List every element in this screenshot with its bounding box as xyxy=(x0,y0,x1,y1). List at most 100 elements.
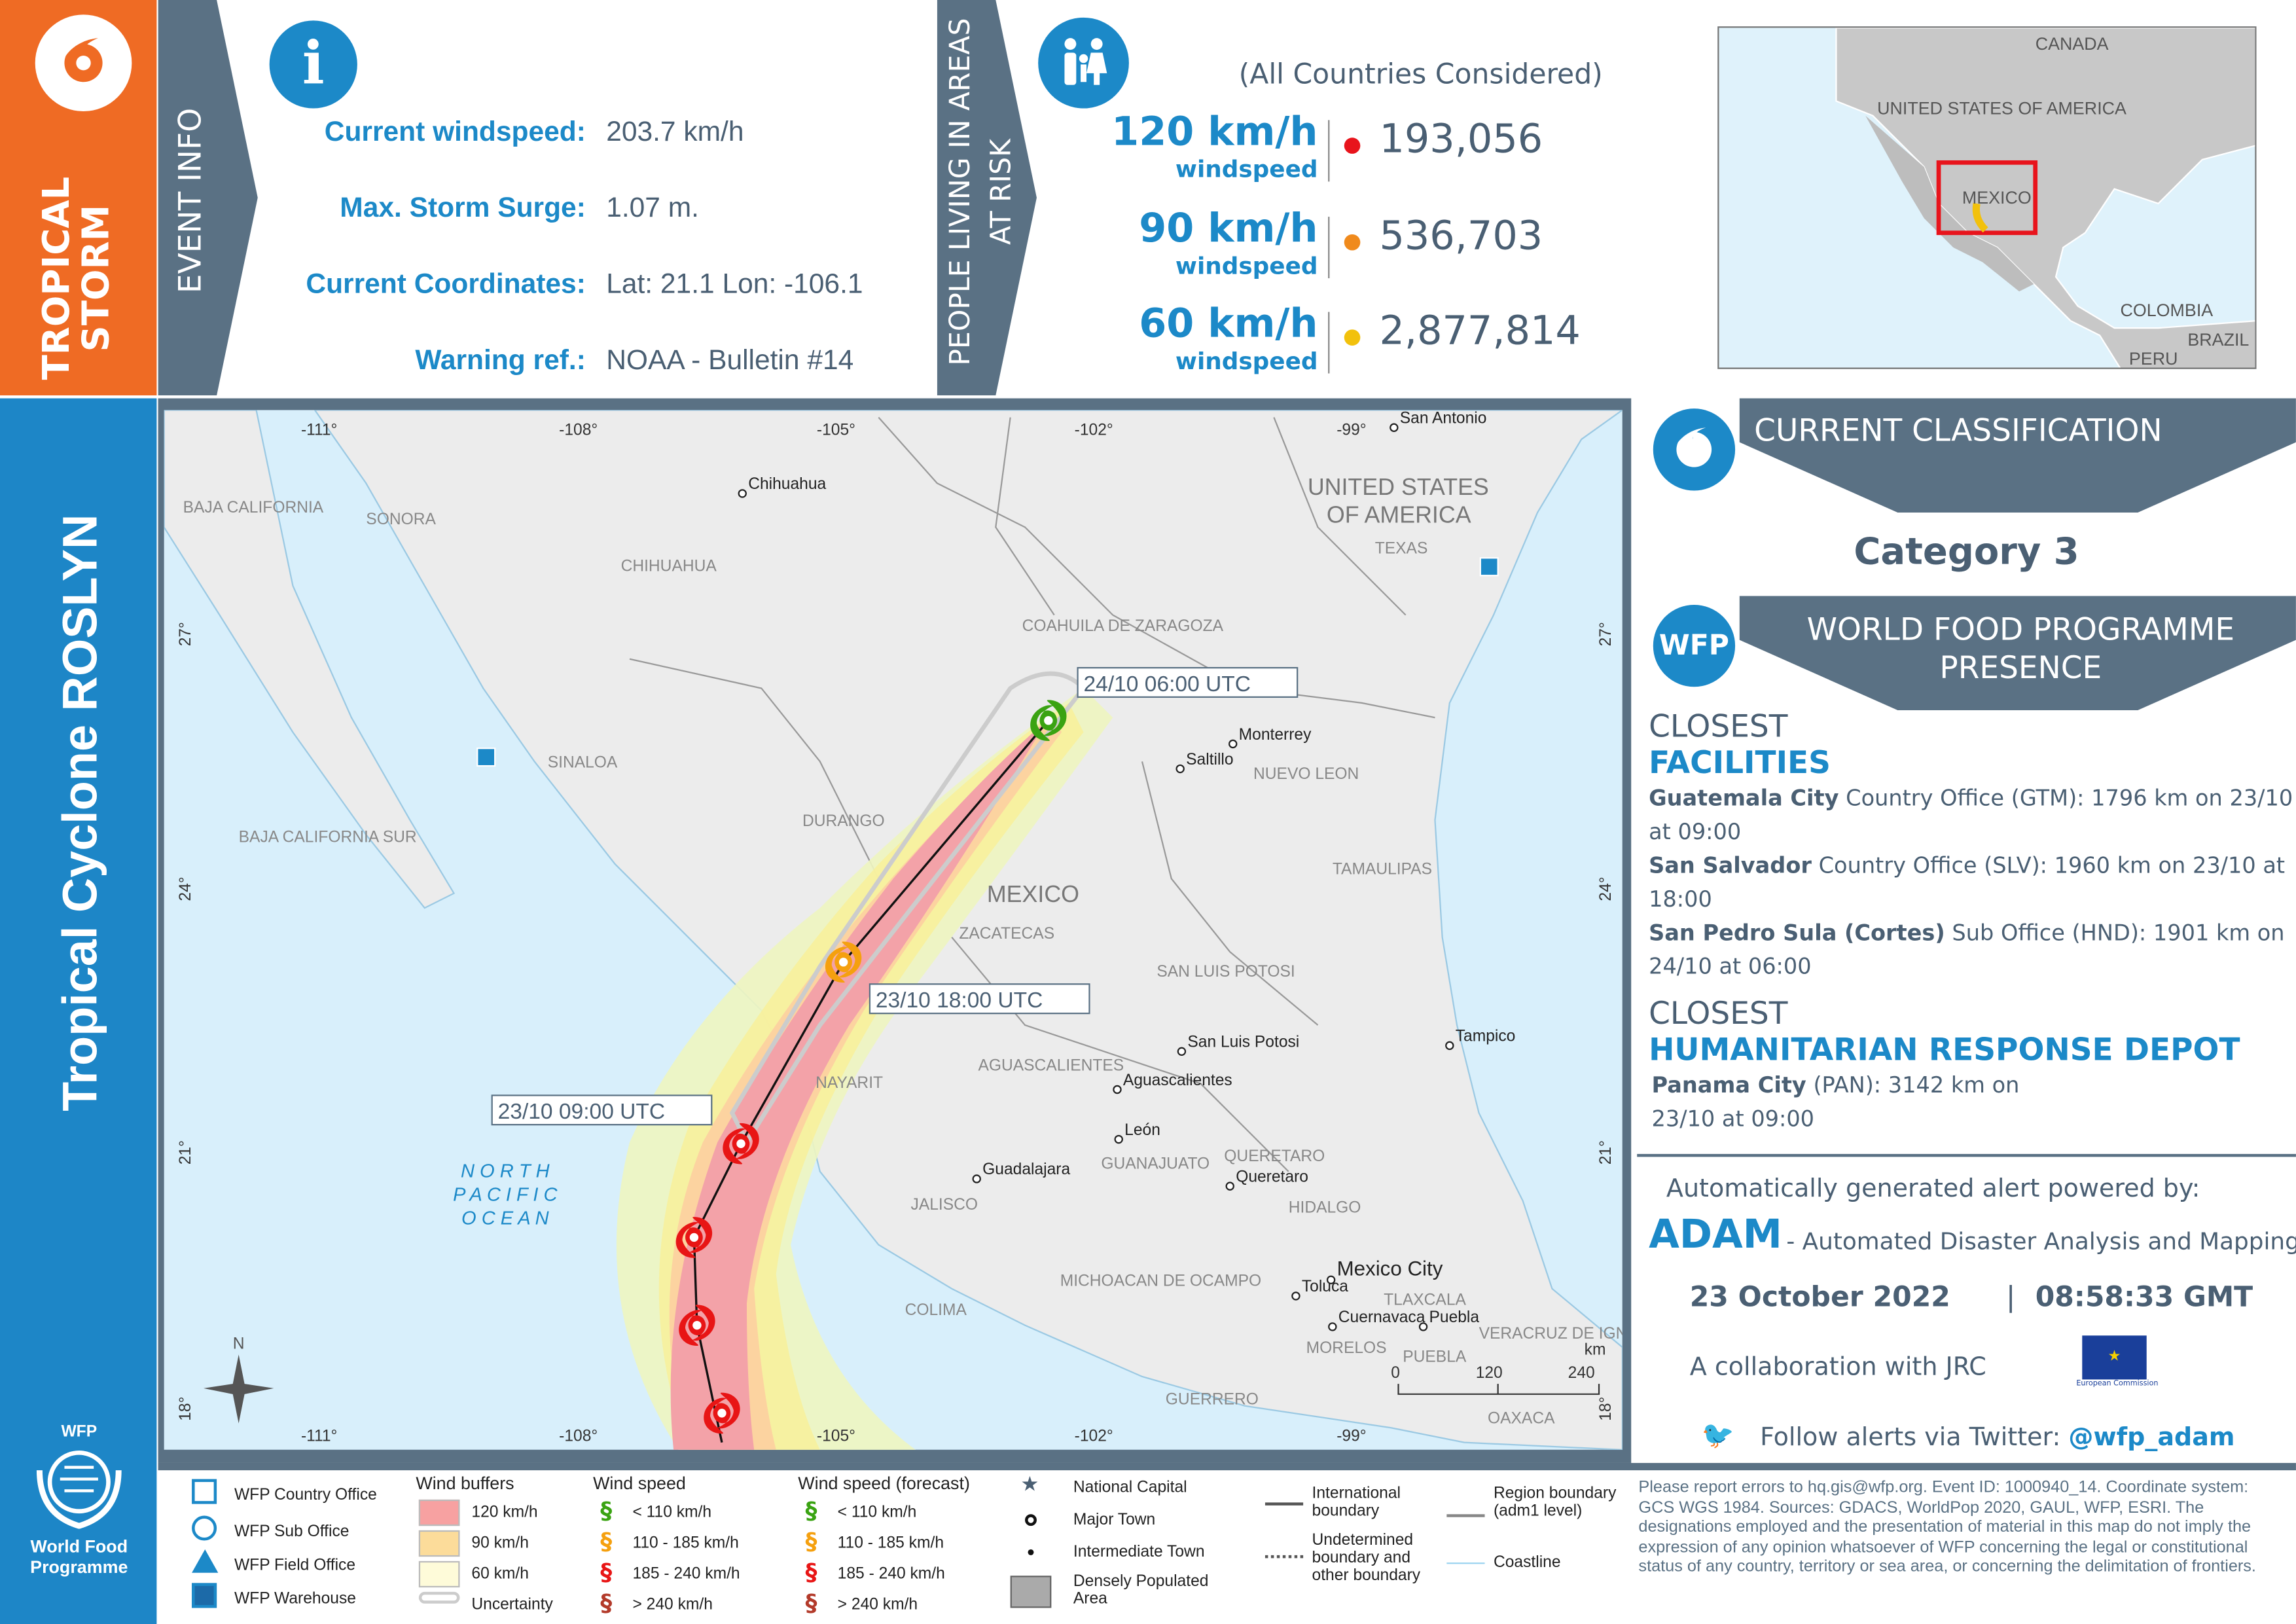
ocean-label: O C E A N xyxy=(461,1208,550,1229)
region-label: BAJA CALIFORNIA SUR xyxy=(239,828,417,846)
collab-text: A collaboration with JRC xyxy=(1689,1353,1986,1382)
country-office-icon xyxy=(192,1479,217,1504)
wfp-logo: WFP World Food Programme xyxy=(14,1424,143,1578)
wind-speed-label: 185 - 240 km/h xyxy=(837,1565,945,1583)
event-info-value-3: NOAA - Bulletin #14 xyxy=(606,345,854,376)
lon-tick: -105° xyxy=(817,421,855,439)
info-icon: i xyxy=(269,20,357,109)
place-label: Intermediate Town xyxy=(1073,1543,1205,1561)
twitter-text: Follow alerts via Twitter: @wfp_adam xyxy=(1760,1423,2235,1453)
city-label: Mexico City xyxy=(1337,1257,1443,1280)
event-info-value-1: 1.07 m. xyxy=(606,193,699,225)
city-label: Monterrey xyxy=(1239,726,1312,744)
twitter-icon: 🐦 xyxy=(1701,1420,1734,1452)
storm-position-icon[interactable] xyxy=(704,1392,740,1434)
event-info-label-3: Warning ref.: xyxy=(415,345,586,376)
scale-bar xyxy=(1397,1384,1600,1395)
baja-california xyxy=(164,410,456,909)
risk-dot-1 xyxy=(1344,234,1361,251)
region-label: TEXAS xyxy=(1375,540,1428,558)
city-marker xyxy=(1114,1134,1123,1144)
classification-value: Category 3 xyxy=(1854,530,2079,573)
facility-text: Country Office (GTM): 1796 km on 23/10 a… xyxy=(1649,785,2293,845)
inset-label-mexico: MEXICO xyxy=(1962,187,2032,208)
city-label: León xyxy=(1124,1121,1160,1139)
region-label: SAN LUIS POTOSI xyxy=(1157,963,1295,981)
inset-label-colombia: COLOMBIA xyxy=(2120,300,2214,321)
region-boundary-icon xyxy=(1446,1514,1485,1517)
wind-speed-label: < 110 km/h xyxy=(837,1504,917,1522)
place-label: Densely Populated Area xyxy=(1073,1572,1209,1608)
storm-position-icon[interactable] xyxy=(723,1123,759,1164)
risk-count-1: 536,703 xyxy=(1379,213,1543,259)
legend-office-label: WFP Sub Office xyxy=(234,1523,350,1541)
wfp-warehouse-marker[interactable] xyxy=(1479,557,1499,577)
twitter-handle[interactable]: @wfp_adam xyxy=(2068,1423,2235,1453)
boundary-label: Undetermined boundary and other boundary xyxy=(1312,1532,1421,1585)
region-label: MORELOS xyxy=(1306,1339,1387,1357)
risk-speed-0: 120 km/h windspeed xyxy=(1098,111,1318,183)
people-label-2: AT RISK xyxy=(985,138,1018,245)
warehouse-icon xyxy=(192,1583,217,1608)
north-label: N xyxy=(233,1335,245,1352)
region-label: UNITED STATES xyxy=(1308,474,1489,500)
disclaimer: Please report errors to hq.gis@wfp.org. … xyxy=(1638,1479,2256,1576)
buffer-swatch xyxy=(418,1561,460,1588)
wind-speed-icon: § xyxy=(805,1558,817,1586)
storm-position-icon[interactable] xyxy=(679,1305,715,1346)
event-info-banner xyxy=(158,0,258,396)
legend-forecast-title: Wind speed (forecast) xyxy=(798,1473,970,1494)
region-label: AGUASCALIENTES xyxy=(978,1056,1124,1074)
sub-office-icon xyxy=(192,1515,217,1541)
city-marker xyxy=(1390,423,1399,432)
city-marker xyxy=(738,489,747,498)
depot-heading-2: HUMANITARIAN RESPONSE DEPOT xyxy=(1649,1032,2240,1068)
place-label: National Capital xyxy=(1073,1479,1187,1497)
depot-entry: Panama City (PAN): 3142 km on 23/10 at 0… xyxy=(1649,1069,2088,1136)
date-separator: | xyxy=(2005,1281,2016,1314)
region-label: BAJA CALIFORNIA xyxy=(183,499,324,516)
legend-speed-title: Wind speed xyxy=(593,1473,686,1494)
track-label-box xyxy=(491,1094,713,1126)
eu-commission-text: European Commission xyxy=(2076,1379,2159,1388)
region-label: COAHUILA DE ZARAGOZA xyxy=(1022,617,1224,635)
track-label: 23/10 09:00 UTC xyxy=(498,1100,665,1124)
wfp-logo-line1: World Food xyxy=(30,1536,128,1557)
lon-tick: -102° xyxy=(1075,1427,1113,1445)
storm-position-icon[interactable] xyxy=(675,1217,713,1258)
risk-dot-0 xyxy=(1344,137,1361,154)
lon-tick: -108° xyxy=(559,421,598,439)
facility-name: Guatemala City xyxy=(1649,785,1839,812)
wind-speed-label: 110 - 185 km/h xyxy=(837,1534,944,1553)
alert-date: 23 October 2022 xyxy=(1689,1281,1950,1314)
region-label: COLIMA xyxy=(905,1301,967,1319)
city-label: Aguascalientes xyxy=(1123,1072,1232,1089)
legend-buffers-title: Wind buffers xyxy=(416,1473,514,1494)
presence-title-1: WORLD FOOD PROGRAMME xyxy=(1806,612,2235,647)
wfp-warehouse-marker[interactable] xyxy=(476,748,496,767)
region-label: DURANGO xyxy=(802,812,885,830)
region-label: SINALOA xyxy=(548,753,618,771)
facility-entry-1: San Salvador Country Office (SLV): 1960 … xyxy=(1649,850,2293,917)
region-label: NUEVO LEON xyxy=(1253,765,1359,783)
lat-tick: 27° xyxy=(177,622,194,646)
city-label: Puebla xyxy=(1429,1308,1480,1326)
place-label: Major Town xyxy=(1073,1511,1156,1529)
main-map[interactable]: -111° -111° -108° -108° -105° -105° -102° -102°… xyxy=(164,410,1623,1450)
facility-name: San Pedro Sula (Cortes) xyxy=(1649,919,1945,947)
wind-speed-icon: § xyxy=(600,1558,613,1586)
storm-position-icon[interactable] xyxy=(825,941,862,983)
lat-tick: 24° xyxy=(1597,876,1615,901)
wfp-emblem-icon xyxy=(36,1450,122,1529)
region-label: NAYARIT xyxy=(816,1074,883,1092)
risk-speed-1: 90 km/h windspeed xyxy=(1098,208,1318,280)
national-capital-icon: ★ xyxy=(1020,1473,1039,1497)
storm-position-icon[interactable] xyxy=(1030,700,1067,742)
region-label: CHIHUAHUA xyxy=(621,558,717,575)
classification-icon xyxy=(1649,404,1740,496)
city-label: Queretaro xyxy=(1236,1168,1308,1185)
event-info-label-0: Current windspeed: xyxy=(324,117,586,148)
facility-entry-0: Guatemala City Country Office (GTM): 179… xyxy=(1649,782,2293,850)
city-marker xyxy=(1291,1291,1300,1301)
lat-tick: 21° xyxy=(1597,1140,1615,1164)
